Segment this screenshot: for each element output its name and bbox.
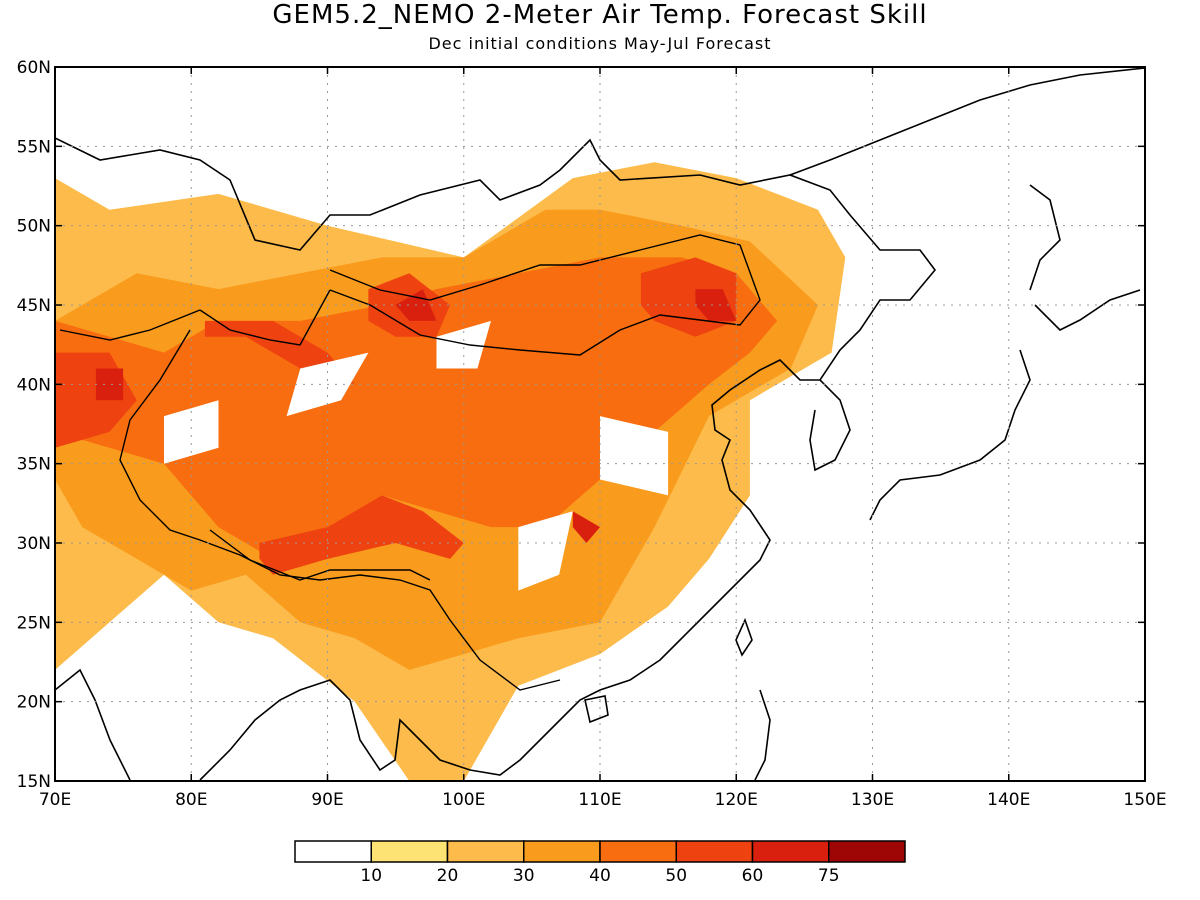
colorbar-label: 10 [360, 866, 382, 886]
lon-tick-label: 70E [39, 790, 71, 810]
colorbar-label: 50 [665, 866, 687, 886]
colorbar-swatch [751, 840, 830, 863]
colorbar-label: 75 [818, 866, 840, 886]
border-china-west [119, 289, 561, 691]
coastline-asia [55, 137, 937, 781]
map-subtitle: Dec initial conditions May-Jul Forecast [428, 34, 772, 53]
lat-tick-label: 35N [17, 455, 51, 475]
skill-region-9 [695, 289, 737, 321]
colorbar-swatch [523, 840, 601, 863]
lon-tick-label: 120E [715, 790, 758, 810]
lon-tick-label: 100E [442, 790, 485, 810]
low-skill-gap-3 [518, 511, 573, 591]
colorbar-label: 60 [742, 866, 764, 886]
lat-tick-label: 40N [17, 375, 51, 395]
low-skill-gap-1 [436, 320, 491, 369]
lat-tick-label: 60N [17, 58, 51, 78]
colorbar-swatch [599, 840, 677, 863]
coastline-kamchatka-sakhalin [1029, 184, 1061, 291]
colorbar: 10 20 30 40 50 60 75 [294, 840, 906, 886]
colorbar-swatch [294, 840, 372, 863]
skill-region-7 [259, 495, 464, 575]
skill-region-10 [95, 368, 124, 401]
lat-tick-label: 45N [17, 296, 51, 316]
coastline-korea [809, 379, 851, 472]
lat-tick-label: 25N [17, 613, 51, 633]
lat-tick-label: 50N [17, 217, 51, 237]
country-borders [59, 234, 761, 691]
colorbar-label: 40 [589, 866, 611, 886]
coastline-philippines [754, 689, 771, 781]
border-kazakh [59, 309, 201, 341]
coastline-japan [869, 289, 1141, 521]
colorbar-swatch [675, 840, 754, 863]
lon-tick-label: 150E [1123, 790, 1166, 810]
coastline-taiwan [735, 617, 753, 657]
lat-tick-label: 20N [17, 693, 51, 713]
skill-region-11 [572, 511, 600, 543]
colorbar-swatch [446, 840, 525, 863]
colorbar-label: 30 [513, 866, 535, 886]
lon-tick-label: 90E [311, 790, 343, 810]
axis-ticks: 70E 80E 90E 100E 110E 120E 130E 140E 150E 15N 20N 2… [17, 58, 1167, 810]
colorbar-swatch [828, 840, 906, 863]
colorbar-label: 20 [437, 866, 459, 886]
map-title: GEM5.2_NEMO 2-Meter Air Temp. Forecast S… [272, 0, 928, 30]
coastline-hainan [584, 695, 609, 724]
lon-tick-label: 130E [851, 790, 894, 810]
colorbar-swatch [370, 840, 449, 863]
border-himalaya [209, 529, 431, 581]
lat-tick-label: 30N [17, 534, 51, 554]
lat-tick-label: 15N [17, 772, 51, 792]
lat-tick-label: 55N [17, 137, 51, 157]
coastline-south-asia [55, 668, 131, 781]
graticule [55, 67, 1145, 781]
coastline-east [789, 67, 1145, 176]
lon-tick-label: 140E [987, 790, 1030, 810]
coastlines [55, 67, 1145, 781]
lon-tick-label: 110E [578, 790, 621, 810]
lon-tick-label: 80E [175, 790, 207, 810]
border-mongolia [329, 234, 761, 356]
low-skill-gap-2 [600, 416, 669, 496]
low-skill-gap-0 [164, 400, 219, 464]
skill-field [55, 162, 846, 781]
